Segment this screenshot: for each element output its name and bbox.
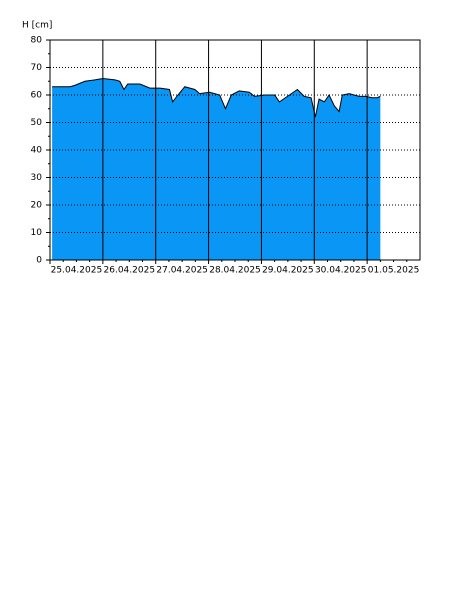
x-tick-label: 01.05.2025: [368, 266, 420, 276]
y-tick-label: 50: [31, 118, 43, 128]
y-tick-label: 0: [36, 256, 42, 266]
plot-frame: [49, 39, 421, 261]
y-tick-label: 40: [31, 146, 43, 156]
y-tick-label: 20: [31, 201, 43, 211]
y-tick-label: 10: [31, 228, 43, 238]
x-tick-label: 27.04.2025: [156, 266, 208, 276]
x-tick-label: 28.04.2025: [209, 266, 261, 276]
area-outline: [52, 77, 381, 118]
x-tick-label: 30.04.2025: [315, 266, 367, 276]
area: [52, 78, 381, 260]
x-tick-label: 26.04.2025: [104, 266, 156, 276]
x-tick-label: 25.04.2025: [51, 266, 103, 276]
y-tick-label: 30: [31, 173, 43, 183]
y-tick-label: 60: [31, 91, 43, 101]
y-tick-label: 70: [31, 63, 43, 73]
y-tick-label: 80: [31, 36, 43, 46]
x-tick-label: 29.04.2025: [262, 266, 314, 276]
y-axis-label: H [cm]: [22, 21, 52, 31]
